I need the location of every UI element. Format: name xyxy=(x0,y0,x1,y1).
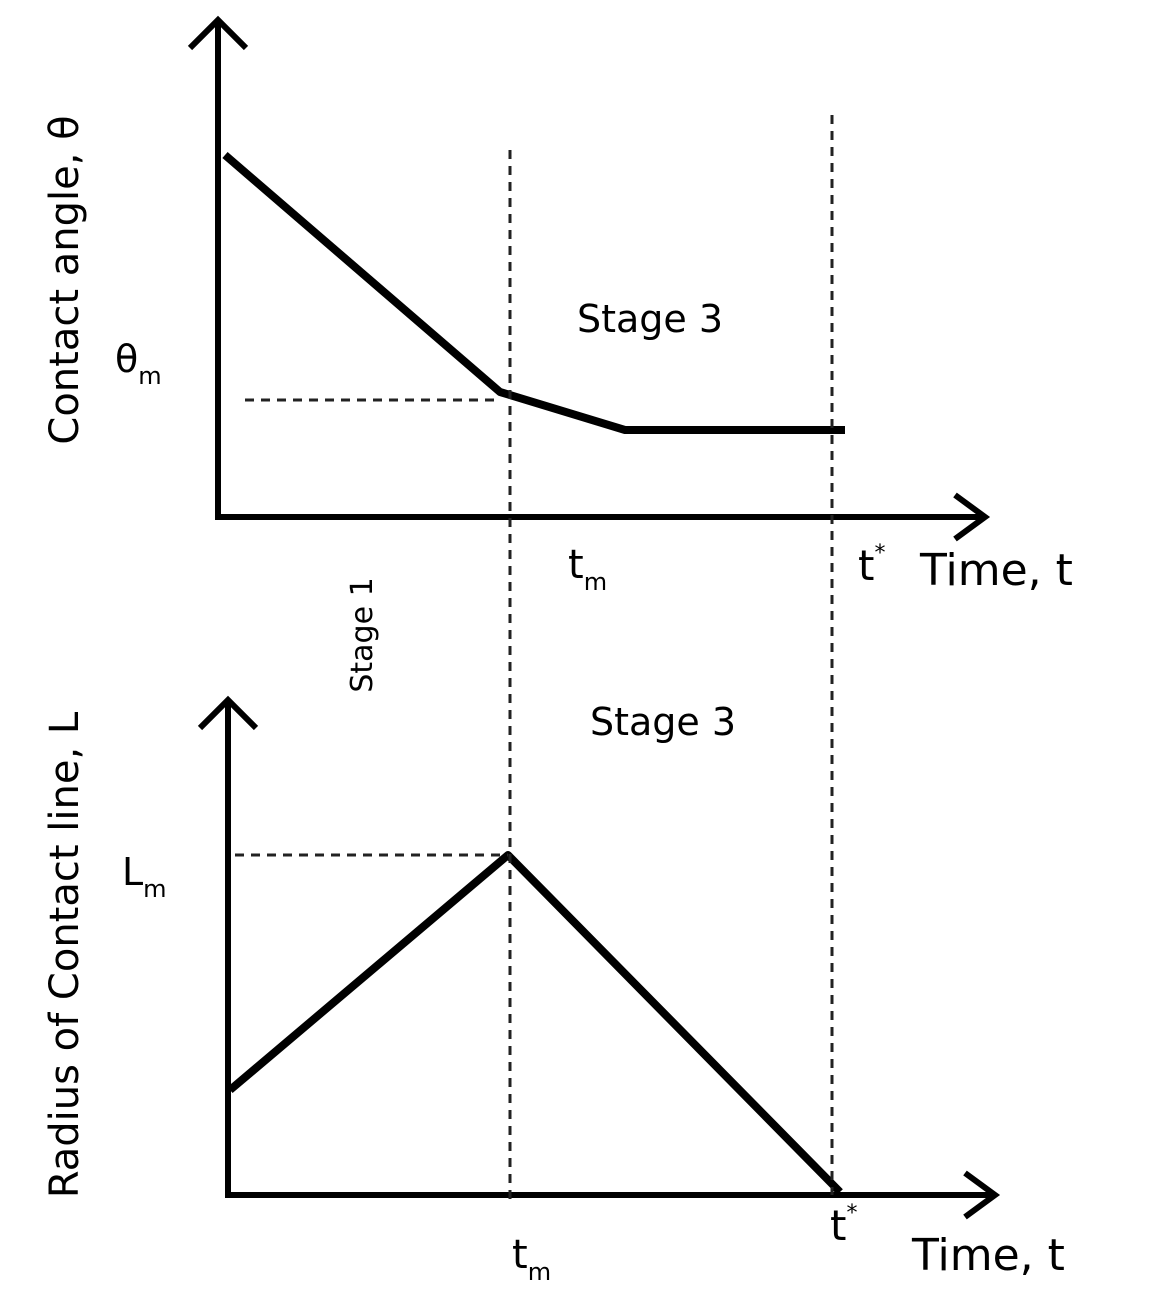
stage-1-label: Stage 1 xyxy=(345,577,380,692)
theta-m-label: θm xyxy=(115,337,162,390)
radius-curve xyxy=(227,851,843,1195)
t-star-label: t* xyxy=(830,1201,857,1250)
x-axis-label: Time, t xyxy=(919,545,1073,596)
contact-angle-curve xyxy=(222,151,845,434)
l-m-label: Lm xyxy=(122,850,167,903)
bottom-axes xyxy=(197,695,1001,1220)
y-axis-label: Radius of Contact line, L xyxy=(42,711,88,1198)
x-axis-label: Time, t xyxy=(911,1230,1065,1281)
stage-divider xyxy=(508,115,834,1200)
stage-label: Stage 3 xyxy=(590,700,736,744)
stage-label: Stage 3 xyxy=(577,297,723,341)
t-star-label: t* xyxy=(858,541,885,590)
t-m-label: tm xyxy=(512,1232,551,1286)
y-axis-label: Contact angle, θ xyxy=(42,115,88,444)
top-axes xyxy=(187,15,991,542)
t-m-label: tm xyxy=(568,542,607,596)
